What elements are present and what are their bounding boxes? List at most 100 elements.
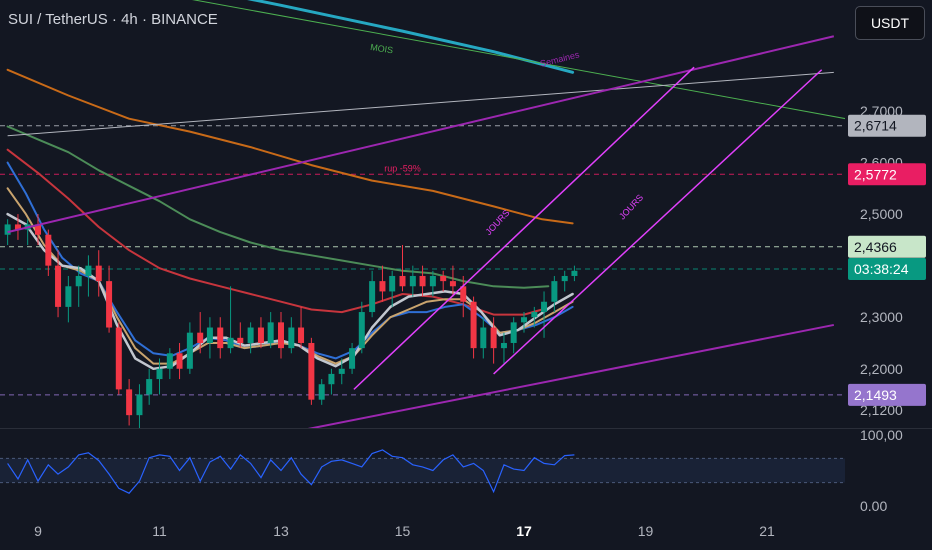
candle-body: [379, 281, 386, 292]
candle-body: [288, 327, 295, 349]
price-tick-label: 2,1200: [860, 402, 903, 418]
trend-line: [7, 35, 835, 234]
candle: [55, 250, 62, 318]
candle: [115, 322, 122, 395]
candle-body: [419, 275, 426, 287]
trend-line: [307, 323, 835, 428]
candle: [156, 358, 163, 395]
candle: [267, 312, 274, 349]
candle-body: [440, 275, 447, 282]
price-label-badge: 03:38:24: [848, 258, 926, 281]
candle-body: [480, 327, 487, 349]
candle-body: [338, 368, 345, 374]
candle: [429, 270, 436, 297]
candle-body: [490, 327, 497, 349]
candle-body: [45, 234, 52, 266]
time-tick-label: 9: [34, 523, 42, 539]
candle-body: [206, 327, 213, 343]
candle-body: [328, 373, 335, 385]
candle: [349, 342, 356, 374]
candle-body: [115, 327, 122, 390]
price-tick-label: 2,5000: [860, 206, 903, 222]
candle: [65, 275, 72, 323]
time-tick-label: 19: [638, 523, 654, 539]
candle-body: [237, 337, 244, 343]
candle: [571, 265, 578, 282]
candle: [460, 275, 467, 318]
candle-body: [186, 332, 193, 369]
candle-body: [197, 332, 204, 343]
candle: [95, 250, 102, 297]
price-label-bg: [848, 114, 926, 137]
price-label-text: 2,5772: [854, 166, 897, 182]
candle: [166, 348, 173, 380]
candle: [75, 265, 82, 307]
candle: [510, 317, 517, 354]
trend-line: [493, 69, 823, 375]
candle-body: [349, 348, 356, 369]
candle-body: [166, 353, 173, 369]
candle: [45, 229, 52, 276]
candle: [470, 296, 477, 359]
trend-line: [353, 66, 695, 390]
price-label-text: 2,6714: [854, 118, 897, 134]
candle: [531, 306, 538, 328]
candle-body: [278, 322, 284, 349]
candle-body: [267, 322, 274, 343]
candle: [480, 317, 487, 359]
symbol-title[interactable]: SUI / TetherUS · 4h · BINANCE: [8, 11, 218, 28]
trend-line: [191, 0, 845, 120]
candle: [14, 214, 21, 240]
candle: [288, 317, 295, 354]
candle-body: [75, 275, 82, 287]
candle: [440, 270, 447, 292]
price-pane: MOIS Semaines rup -59% JOURS JOURS: [0, 0, 845, 428]
candle: [217, 317, 224, 359]
candle: [247, 322, 254, 354]
indicator-pane: [0, 449, 845, 494]
candle: [389, 270, 396, 307]
candle: [257, 317, 264, 349]
candle-body: [106, 281, 113, 328]
candle: [136, 384, 143, 428]
candle-body: [449, 281, 456, 287]
candle-body: [227, 337, 234, 349]
candle-body: [571, 270, 578, 276]
candle-body: [470, 301, 477, 349]
candle: [186, 322, 193, 374]
candle-body: [551, 281, 558, 302]
candle-body: [95, 265, 102, 282]
chart-annotation: Semaines: [539, 49, 581, 69]
price-label-text: 2,4366: [854, 239, 897, 255]
candle: [176, 342, 183, 380]
candle: [338, 358, 345, 385]
currency-button[interactable]: USDT: [855, 6, 925, 40]
indicator-line: [7, 449, 575, 494]
candle-body: [35, 224, 41, 235]
candle: [419, 265, 426, 297]
candle-body: [298, 327, 305, 343]
trend-line: [7, 71, 834, 137]
candle: [399, 245, 406, 292]
candle-body: [14, 224, 21, 230]
indicator-tick-label: 100,00: [860, 427, 903, 443]
candle-body: [247, 327, 254, 343]
price-tick-label: 2,3000: [860, 309, 903, 325]
candle: [358, 301, 365, 354]
candle: [318, 379, 325, 405]
candle: [561, 270, 568, 292]
candle: [298, 306, 305, 349]
candle-body: [429, 275, 436, 287]
candle: [379, 265, 386, 302]
candle: [237, 322, 244, 349]
indicator-tick-label: 0.00: [860, 498, 887, 514]
candle: [278, 312, 284, 359]
candle: [369, 270, 376, 318]
time-tick-label: 13: [273, 523, 289, 539]
candle-body: [369, 281, 376, 313]
price-label-badge: 2,5772: [848, 163, 926, 186]
price-label-bg: [848, 383, 926, 406]
candle-body: [156, 368, 163, 380]
